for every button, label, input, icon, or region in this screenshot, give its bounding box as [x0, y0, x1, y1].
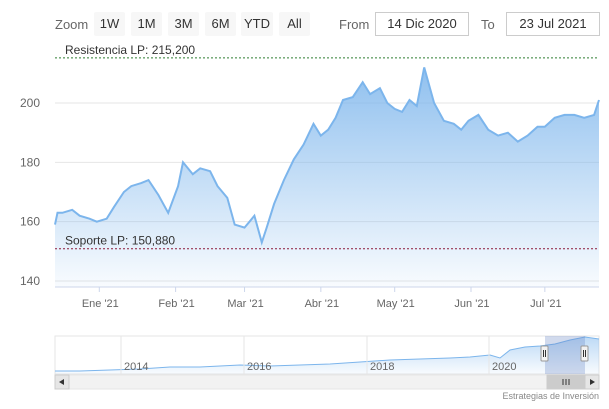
chevron-left-icon: [59, 379, 64, 385]
x-tick-label: Abr '21: [305, 298, 340, 310]
y-tick-label: 140: [20, 274, 40, 288]
navigator-left-handle[interactable]: [540, 345, 549, 362]
zoom-1w-button[interactable]: 1W: [94, 12, 125, 36]
y-axis-labels: 140 160 180 200: [20, 96, 40, 288]
x-tick-label: May '21: [377, 298, 415, 310]
y-tick-label: 160: [20, 215, 40, 229]
nav-label-2014: 2014: [124, 361, 148, 373]
x-tick-label: Mar '21: [227, 298, 263, 310]
price-area: [55, 67, 599, 288]
navigator-area: [55, 337, 599, 374]
y-tick-label: 180: [20, 155, 40, 169]
nav-label-2018: 2018: [370, 361, 394, 373]
nav-label-2016: 2016: [247, 361, 271, 373]
credit-text: Estrategias de Inversión: [502, 391, 599, 401]
x-tick-label: Ene '21: [82, 298, 119, 310]
support-label: Soporte LP: 150,880: [65, 234, 175, 248]
scrollbar-track[interactable]: [54, 374, 600, 390]
nav-label-2020: 2020: [492, 361, 516, 373]
zoom-1m-button[interactable]: 1M: [131, 12, 162, 36]
range-selector: Zoom 1W 1M 3M 6M YTD All From 14 Dic 202…: [0, 0, 609, 46]
x-tick-label: Feb '21: [158, 298, 194, 310]
to-label: To: [481, 17, 495, 32]
navigator[interactable]: 2014 2016 2018 2020: [54, 335, 600, 375]
x-tick-label: Jul '21: [530, 298, 561, 310]
zoom-3m-button[interactable]: 3M: [168, 12, 199, 36]
price-line: [54, 67, 600, 246]
zoom-label: Zoom: [55, 17, 89, 32]
navigator-right-handle[interactable]: [580, 345, 589, 362]
zoom-6m-button[interactable]: 6M: [205, 12, 236, 36]
zoom-all-button[interactable]: All: [279, 12, 310, 36]
resistance-label: Resistencia LP: 215,200: [65, 43, 195, 57]
chevron-right-icon: [590, 379, 595, 385]
from-date-input[interactable]: 14 Dic 2020: [375, 12, 469, 36]
y-tick-label: 200: [20, 96, 40, 110]
scrollbar[interactable]: [54, 374, 600, 390]
navigator-selection[interactable]: [545, 336, 585, 374]
zoom-ytd-button[interactable]: YTD: [241, 12, 273, 36]
to-date-input[interactable]: 23 Jul 2021: [506, 12, 600, 36]
from-label: From: [339, 17, 370, 32]
x-tick-label: Jun '21: [454, 298, 489, 310]
x-axis-labels: Ene '21 Feb '21 Mar '21 Abr '21 May '21 Jun '…: [82, 287, 562, 310]
